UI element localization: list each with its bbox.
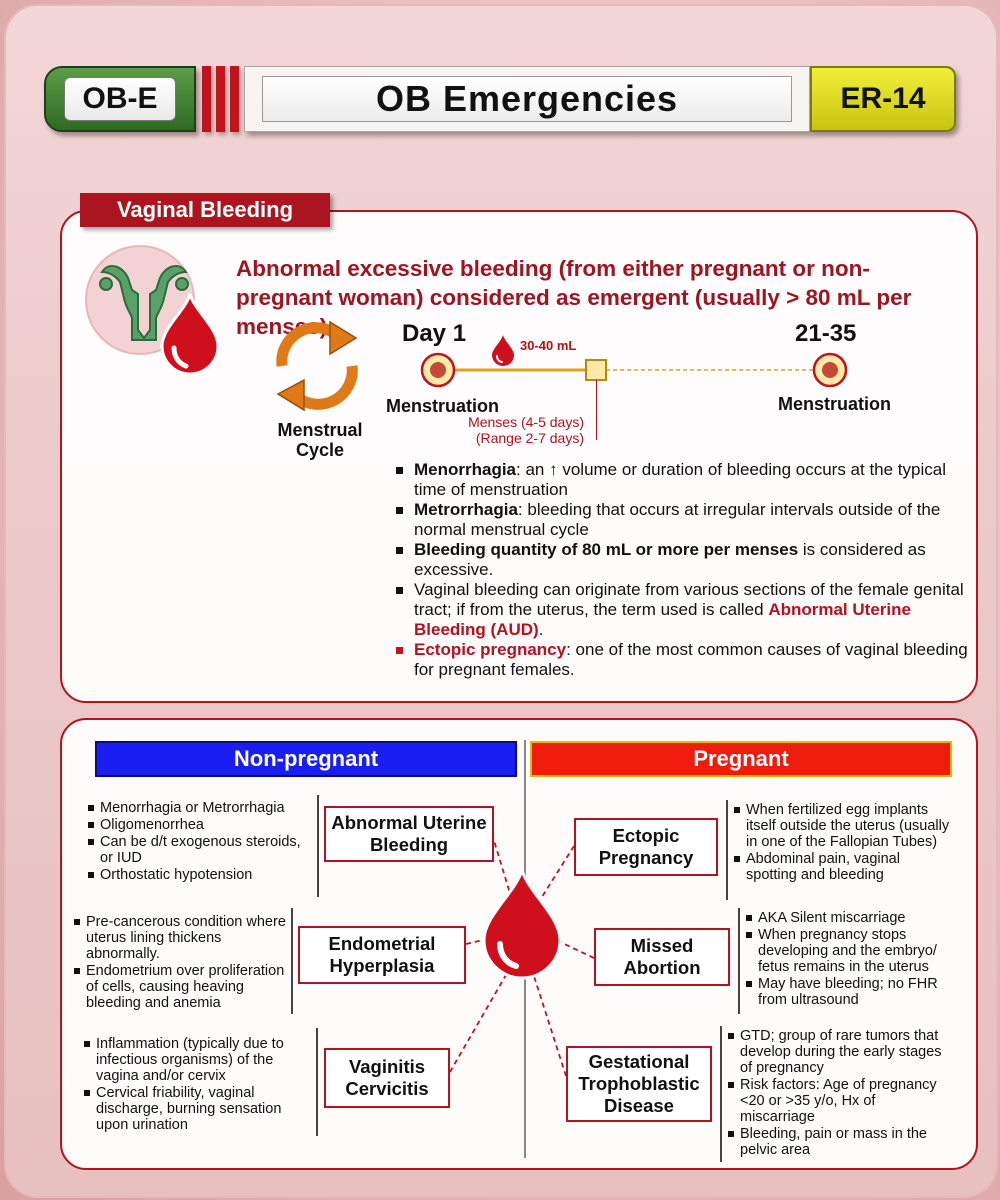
list-item: AKA Silent miscarriage <box>744 910 956 926</box>
list-item: Abdominal pain, vaginal spotting and ble… <box>732 851 954 883</box>
blood-drop-icon <box>482 868 562 980</box>
menses-range: (Range 2-7 days) <box>475 430 584 446</box>
page-title: OB Emergencies <box>262 76 792 122</box>
bracket-line <box>291 908 293 1014</box>
cycle-label: Menstrual Cycle <box>272 420 368 460</box>
header-stripe <box>216 66 225 132</box>
list-item: Endometrium over proliferation of cells,… <box>72 963 290 1011</box>
list-item: Metrorrhagia: bleeding that occurs at ir… <box>394 500 968 540</box>
bracket-line <box>726 800 728 900</box>
volume-label: 30-40 mL <box>520 338 577 353</box>
intro-text: Abnormal excessive bleeding (from either… <box>236 256 912 339</box>
pregnant-header: Pregnant <box>530 741 952 777</box>
aub-notes: Menorrhagia or Metrorrhagia Oligomenorrh… <box>86 800 312 884</box>
list-item: Vaginal bleeding can originate from vari… <box>394 580 968 640</box>
cycle-arrows-icon <box>276 320 358 412</box>
definition: . <box>538 620 544 639</box>
definition: is considered as excessive. <box>414 540 926 579</box>
definition: : one of the most common causes of vagin… <box>414 640 968 679</box>
cycle-timeline <box>420 352 848 388</box>
header-code: OB-E <box>64 77 176 121</box>
blood-drop-icon <box>492 335 514 366</box>
endometrial-notes: Pre-cancerous condition where uterus lin… <box>72 914 290 1012</box>
list-item: Bleeding, pain or mass in the pelvic are… <box>726 1126 954 1158</box>
term: Bleeding quantity of 80 mL or more per m… <box>414 540 799 559</box>
term: Ectopic pregnancy <box>414 640 567 659</box>
list-item: Ectopic pregnancy: one of the most commo… <box>394 640 968 680</box>
list-item: Bleeding quantity of 80 mL or more per m… <box>394 540 968 580</box>
menses-duration: Menses (4-5 days) <box>468 414 584 430</box>
list-item: Risk factors: Age of pregnancy <20 or >3… <box>726 1077 954 1125</box>
day-end: 21-35 <box>795 320 857 347</box>
condition-gestational-trophoblastic-disease: Gestational Trophoblastic Disease <box>566 1046 712 1122</box>
bracket-line <box>317 795 319 897</box>
uterus-icon <box>85 245 195 355</box>
bracket-line <box>316 1028 318 1136</box>
header-er-badge: ER-14 <box>810 66 956 132</box>
list-item: Menorrhagia or Metrorrhagia <box>86 800 312 816</box>
header-code-badge: OB-E <box>44 66 196 132</box>
header-stripe <box>230 66 239 132</box>
list-item: Cervical friability, vaginal discharge, … <box>82 1085 308 1133</box>
term: Metrorrhagia <box>414 500 518 519</box>
condition-ectopic-pregnancy: Ectopic Pregnancy <box>574 818 718 876</box>
start-label: Menstruation <box>386 396 500 416</box>
condition-vaginitis-cervicitis: Vaginitis Cervicitis <box>324 1048 450 1108</box>
header: OB-E OB Emergencies ER-14 <box>44 66 956 134</box>
list-item: May have bleeding; no FHR from ultrasoun… <box>744 976 956 1008</box>
header-stripe <box>202 66 211 132</box>
menses-pointer <box>596 380 597 440</box>
blood-drop-icon <box>160 293 220 374</box>
bracket-line <box>738 908 740 1014</box>
list-item: Orthostatic hypotension <box>86 867 312 883</box>
condition-abnormal-uterine-bleeding: Abnormal Uterine Bleeding <box>324 806 494 862</box>
header-title-box: OB Emergencies <box>244 66 810 132</box>
missed-abortion-notes: AKA Silent miscarriage When pregnancy st… <box>744 910 956 1009</box>
non-pregnant-header: Non-pregnant <box>95 741 517 777</box>
list-item: Can be d/t exogenous steroids, or IUD <box>86 834 312 866</box>
definition: Vaginal bleeding can originate from vari… <box>414 580 964 619</box>
list-item: When pregnancy stops developing and the … <box>744 927 956 975</box>
list-item: GTD; group of rare tumors that develop d… <box>726 1028 954 1076</box>
list-item: Oligomenorrhea <box>86 817 312 833</box>
end-label: Menstruation <box>778 394 892 414</box>
list-item: Menorrhagia: an ↑ volume or duration of … <box>394 460 968 500</box>
ectopic-notes: When fertilized egg implants itself outs… <box>732 802 954 884</box>
day-start: Day 1 <box>402 320 467 347</box>
definition: : an ↑ volume or duration of bleeding oc… <box>414 460 946 499</box>
bracket-line <box>720 1026 722 1162</box>
condition-endometrial-hyperplasia: Endometrial Hyperplasia <box>298 926 466 984</box>
definitions-list: Menorrhagia: an ↑ volume or duration of … <box>394 460 968 680</box>
cycle-label-line: Cycle <box>295 440 345 460</box>
term: Menorrhagia <box>414 460 517 479</box>
menses-note: Menses (4-5 days) (Range 2-7 days) <box>440 414 584 446</box>
list-item: Inflammation (typically due to infectiou… <box>82 1036 308 1084</box>
vaginitis-notes: Inflammation (typically due to infectiou… <box>82 1036 308 1134</box>
definition: : bleeding that occurs at irregular inte… <box>414 500 941 539</box>
vaginal-bleeding-panel <box>60 210 978 703</box>
list-item: Pre-cancerous condition where uterus lin… <box>72 914 290 962</box>
term: Abnormal Uterine Bleeding (AUD) <box>414 600 911 639</box>
cycle-label-line: Menstrual <box>277 420 363 440</box>
condition-missed-abortion: Missed Abortion <box>594 928 730 986</box>
section-tag: Vaginal Bleeding <box>80 193 330 227</box>
list-item: When fertilized egg implants itself outs… <box>732 802 954 850</box>
gtd-notes: GTD; group of rare tumors that develop d… <box>726 1028 954 1159</box>
